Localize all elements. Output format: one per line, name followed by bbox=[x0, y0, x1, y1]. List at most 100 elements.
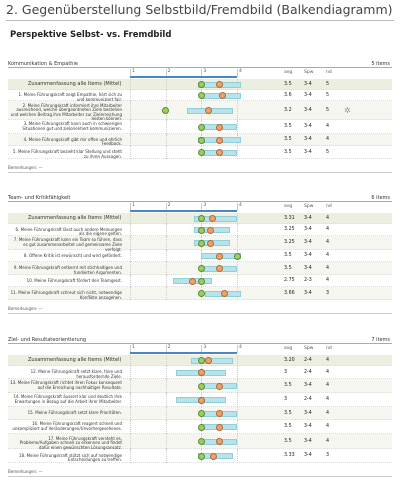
row-label: 18. Meine Führungskraft stützt sich auf … bbox=[18, 452, 122, 463]
remarks-label: Bemerkungen: — bbox=[8, 306, 43, 311]
bar-chart bbox=[126, 79, 241, 90]
column-header-avg: avg bbox=[284, 70, 293, 75]
other-rating-marker bbox=[215, 438, 223, 445]
value-spw: 3-4 bbox=[304, 453, 312, 458]
value-avg: 3 bbox=[284, 397, 288, 402]
value-spw: 2-4 bbox=[304, 369, 312, 375]
self-rating-marker bbox=[162, 107, 170, 114]
value-avg: 2.75 bbox=[284, 278, 295, 283]
value-nd: 4 bbox=[326, 438, 330, 444]
scale-range-bar bbox=[130, 76, 237, 78]
value-avg: 3.5 bbox=[284, 265, 292, 271]
column-header-nd: nd bbox=[326, 70, 332, 75]
grid-line bbox=[130, 379, 131, 393]
section-rows: Zusammenfassung alle Items (Mittel) 3.31 3… bbox=[8, 213, 392, 300]
grid-line bbox=[130, 449, 131, 463]
section-item-count: 6 items bbox=[371, 195, 390, 201]
grid-line bbox=[130, 79, 131, 90]
grid-line bbox=[237, 101, 238, 120]
section-2: Team- und Kritikfähigkeit 6 items 1 2 3 4 avg S… bbox=[8, 192, 392, 314]
grid-line bbox=[165, 287, 167, 300]
bar-chart bbox=[126, 407, 241, 420]
value-avg: 3.5 bbox=[284, 124, 292, 129]
grid-line bbox=[130, 224, 131, 236]
settings-cog-icon[interactable]: ✲ bbox=[344, 105, 351, 115]
grid-line bbox=[165, 262, 167, 275]
item-row: 13. Meine Führungskraft richtet ihren Fo… bbox=[8, 379, 392, 393]
item-row: 5. Meine Führungskraft bezieht klar Stel… bbox=[8, 146, 392, 159]
value-nd: 4 bbox=[326, 215, 330, 221]
grid-line bbox=[165, 366, 167, 379]
column-header-avg: avg bbox=[284, 346, 293, 351]
bar-chart bbox=[126, 379, 241, 393]
value-nd: 4 bbox=[326, 124, 330, 129]
grid-line bbox=[165, 449, 167, 463]
item-row: 9. Meine Führungskraft entkernt mit stic… bbox=[8, 262, 392, 275]
bar-chart bbox=[126, 366, 241, 379]
bar-chart bbox=[126, 213, 241, 224]
item-row: 16. Meine Führungskraft reagiert schnell… bbox=[8, 420, 392, 434]
bar-chart bbox=[126, 120, 241, 134]
grid-line bbox=[237, 224, 238, 236]
self-rating-marker bbox=[197, 149, 205, 156]
value-nd: 4 bbox=[326, 369, 330, 375]
self-rating-marker bbox=[197, 123, 205, 131]
page-subtitle: Perspektive Selbst- vs. Fremdbild bbox=[10, 30, 172, 40]
value-nd: 4 bbox=[326, 265, 330, 271]
self-rating-marker bbox=[233, 252, 241, 260]
bar-chart bbox=[126, 224, 241, 236]
value-avg: 3.6 bbox=[284, 92, 292, 98]
row-label: Zusammenfassung alle Items (Mittel) bbox=[28, 215, 122, 222]
scale-tick bbox=[237, 203, 238, 211]
column-header-spw: Spw bbox=[304, 70, 314, 75]
row-label: 3. Meine Führungskraft kann auch in schw… bbox=[22, 121, 122, 131]
grid-line bbox=[237, 379, 238, 393]
value-nd: 3 bbox=[326, 453, 330, 458]
grid-line bbox=[237, 434, 238, 449]
item-row: 1. Meine Führungskraft zeigt Empathie, h… bbox=[8, 90, 392, 102]
value-spw: 3-4 bbox=[304, 81, 312, 87]
value-nd: 4 bbox=[326, 253, 330, 258]
title-divider bbox=[6, 20, 394, 21]
grid-line bbox=[130, 407, 131, 420]
grid-line bbox=[130, 287, 131, 300]
remarks-label: Bemerkungen: — bbox=[8, 165, 43, 170]
row-label: 9. Meine Führungskraft entkernt mit stic… bbox=[13, 265, 122, 275]
bar-chart bbox=[126, 134, 241, 146]
value-avg: 3 bbox=[284, 369, 288, 375]
value-nd: 3 bbox=[326, 290, 330, 296]
self-rating-marker bbox=[197, 239, 205, 247]
value-nd: 4 bbox=[326, 227, 330, 232]
grid-line bbox=[237, 236, 238, 250]
row-label: 8. Offene Kritik ist erwünscht und wird … bbox=[23, 252, 122, 258]
grid-line bbox=[237, 213, 238, 224]
item-row: 12. Meine Führungskraft setzt klare, fai… bbox=[8, 366, 392, 379]
self-rating-marker bbox=[197, 277, 205, 285]
item-row: 8. Offene Kritik ist erwünscht und wird … bbox=[8, 250, 392, 262]
section-name: Kommunikation & Empathie bbox=[8, 61, 78, 67]
bar-chart bbox=[126, 355, 241, 366]
scale-tick-label: 4 bbox=[239, 203, 242, 208]
grid-line bbox=[165, 379, 167, 393]
remarks-divider bbox=[8, 313, 392, 314]
value-avg: 3.20 bbox=[284, 357, 295, 363]
section-name: Ziel- und Resultateorientierung bbox=[8, 337, 87, 343]
bar-chart bbox=[126, 90, 241, 101]
bar-chart bbox=[126, 287, 241, 300]
item-row: 6. Meine Führungskraft lässt auch andere… bbox=[8, 224, 392, 236]
scale-tick bbox=[201, 203, 203, 211]
grid-line bbox=[165, 250, 167, 262]
self-rating-marker bbox=[197, 357, 205, 364]
grid-line bbox=[130, 101, 131, 120]
other-rating-marker bbox=[215, 410, 223, 417]
section-rows: Zusammenfassung alle Items (Mittel) 3.5 3-… bbox=[8, 79, 392, 159]
bar-chart bbox=[126, 250, 241, 262]
grid-line bbox=[130, 434, 131, 449]
section-item-count: 7 items bbox=[371, 337, 390, 343]
grid-line bbox=[130, 134, 131, 146]
other-rating-marker bbox=[197, 369, 205, 376]
scale-tick bbox=[130, 345, 131, 353]
scale-tick bbox=[130, 203, 131, 211]
item-row: 4. Meine Führungskraft gibt mir offen un… bbox=[8, 134, 392, 146]
remarks-divider bbox=[8, 476, 392, 477]
